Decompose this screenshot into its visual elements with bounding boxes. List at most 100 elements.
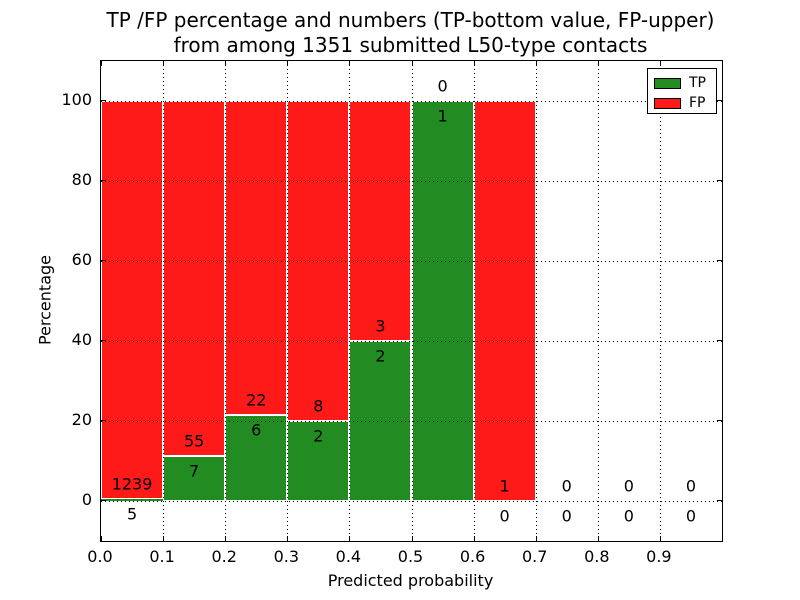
x-axis-label: Predicted probability	[327, 571, 494, 590]
tick-top-0.5	[411, 61, 413, 66]
legend-entry-tp: TP	[654, 74, 716, 92]
legend: TP FP	[647, 68, 717, 114]
tick-left-80	[101, 180, 106, 181]
tick-left-40	[101, 340, 106, 341]
tick-top-0.7	[535, 61, 537, 66]
tick-bottom-0.7	[535, 536, 537, 541]
fp-count-label-0.8-0.9: 0	[623, 476, 634, 496]
tp-count-label-0.7-0.8: 0	[561, 506, 572, 526]
ytick-label-40: 40	[71, 330, 92, 349]
fp-count-label-0.5-0.6: 0	[437, 76, 448, 96]
fp-count-label-0.6-0.7: 1	[499, 476, 510, 496]
xtick-label-0.3: 0.3	[273, 547, 300, 566]
tick-top-0.6	[473, 61, 475, 66]
ytick-label-0: 0	[81, 490, 92, 509]
fp-count-label-0.1-0.2: 55	[183, 431, 205, 451]
tick-bottom-0.9	[659, 536, 661, 541]
bar-fp-0-0.1	[101, 101, 164, 500]
tick-bottom-0.6	[473, 536, 475, 541]
tick-bottom-0.2	[225, 536, 227, 541]
bar-tp-0.5-0.6	[411, 101, 474, 501]
fp-count-label-0.3-0.4: 8	[313, 396, 324, 416]
gridline-x-0.4	[349, 61, 351, 541]
tick-left-100	[101, 100, 106, 101]
tick-left-20	[101, 420, 106, 421]
chart-title: TP /FP percentage and numbers (TP-bottom…	[100, 8, 721, 58]
legend-swatch-tp	[654, 77, 681, 89]
bar-tp-0.2-0.3	[225, 415, 288, 501]
tp-count-label-0.5-0.6: 1	[437, 106, 448, 126]
tp-count-label-0.4-0.5: 2	[375, 346, 386, 366]
tick-left-0	[101, 500, 106, 501]
gridline-x-0.9	[659, 61, 661, 541]
tp-count-label-0.8-0.9: 0	[623, 506, 634, 526]
tick-right-40	[717, 340, 722, 341]
y-axis-label: Percentage	[35, 254, 55, 346]
tick-top-0.9	[659, 61, 661, 66]
bar-fp-0.1-0.2	[163, 101, 226, 456]
tp-count-label-0.9-1: 0	[685, 506, 697, 526]
fp-count-label-0.9-1: 0	[685, 476, 697, 496]
tick-right-100	[717, 100, 722, 101]
bar-fp-0.2-0.3	[225, 101, 288, 416]
xtick-label-0.9: 0.9	[646, 547, 672, 566]
tick-right-80	[717, 180, 722, 181]
bar-fp-0.4-0.5	[349, 101, 412, 341]
bar-fp-0.6-0.7	[473, 101, 536, 501]
tick-bottom-0.8	[597, 536, 599, 541]
chart-title-line1: TP /FP percentage and numbers (TP-bottom…	[106, 8, 715, 32]
bar-tp-0.3-0.4	[287, 421, 350, 501]
xtick-label-0.8: 0.8	[584, 547, 610, 566]
bar-tp-0-0.1	[101, 499, 164, 501]
fp-count-label-0.7-0.8: 0	[561, 476, 572, 496]
plot-inner: 1239 5 55 7 22 6 8 2 3 2 0 1 1 0 0 0 0 0 0 0	[101, 61, 722, 541]
tick-bottom-0.0	[101, 536, 102, 541]
tick-top-0.3	[287, 61, 289, 66]
xtick-label-0.4: 0.4	[335, 547, 362, 566]
xtick-label-0.1: 0.1	[149, 547, 175, 566]
gridline-x-0.6	[473, 61, 475, 541]
fp-count-label-0-0.1: 1239	[111, 474, 153, 494]
tick-left-60	[101, 260, 106, 261]
legend-swatch-fp	[654, 97, 681, 109]
ytick-label-60: 60	[71, 250, 92, 269]
tick-bottom-0.4	[349, 536, 351, 541]
legend-label-fp: FP	[689, 95, 706, 111]
gridline-x-0.2	[225, 61, 227, 541]
xtick-label-0.0: 0.0	[87, 547, 113, 566]
xtick-label-0.6: 0.6	[459, 547, 486, 566]
legend-entry-fp: FP	[654, 94, 716, 112]
ytick-label-100: 100	[61, 90, 92, 109]
tick-top-0.2	[225, 61, 227, 66]
tick-right-0	[717, 500, 722, 501]
xtick-label-0.7: 0.7	[521, 547, 548, 566]
gridline-x-0.3	[287, 61, 289, 541]
tick-top-0.0	[101, 61, 102, 66]
ytick-label-80: 80	[71, 170, 92, 189]
tick-top-0.1	[163, 61, 165, 66]
chart-title-line2: from among 1351 submitted L50-type conta…	[173, 33, 648, 57]
tp-count-label-0-0.1: 5	[126, 504, 138, 524]
tp-count-label-0.1-0.2: 7	[189, 461, 200, 481]
tick-bottom-0.5	[411, 536, 413, 541]
tick-right-60	[717, 260, 722, 261]
tick-right-20	[717, 420, 722, 421]
xtick-label-0.2: 0.2	[211, 547, 237, 566]
fp-count-label-0.2-0.3: 22	[246, 390, 267, 410]
gridline-x-0.1	[163, 61, 165, 541]
gridline-x-0.7	[535, 61, 537, 541]
gridline-x-0.5	[411, 61, 413, 541]
tick-bottom-0.1	[163, 536, 165, 541]
fp-count-label-0.4-0.5: 3	[375, 316, 386, 336]
tp-count-label-0.6-0.7: 0	[499, 506, 510, 526]
tick-top-0.8	[597, 61, 599, 66]
gridline-x-0.8	[597, 61, 599, 541]
tp-count-label-0.3-0.4: 2	[313, 426, 324, 446]
xtick-label-0.5: 0.5	[397, 547, 424, 566]
tp-count-label-0.2-0.3: 6	[251, 420, 262, 440]
ytick-label-20: 20	[71, 410, 92, 429]
tick-top-0.4	[349, 61, 351, 66]
plot-area: 1239 5 55 7 22 6 8 2 3 2 0 1 1 0 0 0 0 0 0 0 TP FP	[100, 60, 723, 542]
tick-bottom-0.3	[287, 536, 289, 541]
